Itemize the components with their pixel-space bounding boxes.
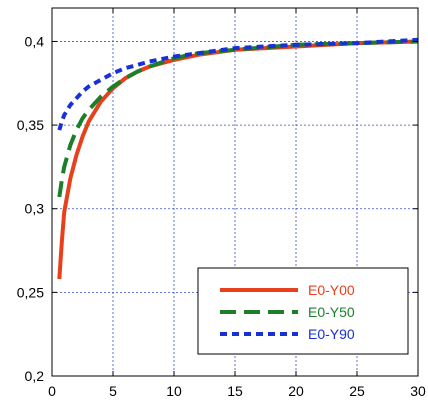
x-tick-label: 15 [227, 383, 243, 399]
x-tick-label: 5 [109, 383, 117, 399]
y-tick-label: 0,4 [25, 33, 45, 49]
legend-label-e0-y90: E0-Y90 [308, 326, 355, 342]
legend-label-e0-y00: E0-Y00 [308, 282, 355, 298]
x-tick-label: 0 [48, 383, 56, 399]
x-tick-label: 10 [166, 383, 182, 399]
tick-labels: 0 5 10 15 20 25 30 0,2 0,25 0,3 0,35 0,4 [17, 8, 426, 399]
y-tick-label: 0,35 [17, 117, 44, 133]
series-line-e0-y90 [57, 37, 419, 131]
x-tick-label: 30 [410, 383, 426, 399]
series-lines [57, 37, 419, 280]
y-tick-label: 0,25 [17, 284, 44, 300]
y-tick-label: 0,3 [25, 201, 45, 217]
y-tick-label: 0,2 [25, 368, 45, 384]
x-tick-label: 20 [288, 383, 304, 399]
x-tick-label: 25 [349, 383, 365, 399]
legend-label-e0-y50: E0-Y50 [308, 304, 355, 320]
legend: E0-Y00 E0-Y50 E0-Y90 [197, 267, 409, 355]
